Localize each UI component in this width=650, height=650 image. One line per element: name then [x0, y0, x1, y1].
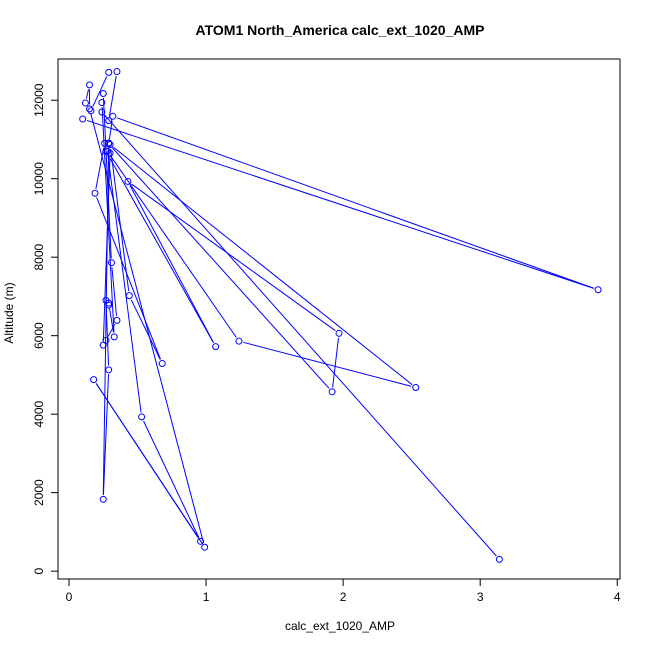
data-point-marker [212, 343, 220, 351]
data-point-marker [328, 388, 336, 396]
series-segment [110, 148, 130, 292]
data-point-marker [335, 329, 343, 337]
series-segment [107, 154, 214, 343]
data-point-marker [113, 68, 121, 76]
x-tick-label: 2 [340, 590, 347, 604]
data-point-marker [495, 555, 503, 563]
data-point-marker [109, 112, 117, 120]
data-point-marker [86, 105, 94, 113]
data-point-marker [201, 543, 209, 551]
y-tick-label: 6000 [32, 322, 46, 349]
y-tick-label: 10000 [32, 162, 46, 196]
data-point-marker [105, 117, 113, 125]
plot-area-frame [57, 58, 621, 580]
data-point-marker [125, 292, 133, 300]
data-point-marker [86, 81, 94, 89]
series-segment [108, 307, 114, 333]
series-segment [96, 197, 161, 360]
y-tick-label: 2000 [32, 479, 46, 506]
series-segment [86, 119, 594, 289]
data-point-marker [99, 495, 107, 503]
data-point-marker [110, 333, 118, 341]
x-axis: 0 1 2 3 4 [66, 578, 621, 604]
series-segment [111, 267, 118, 316]
data-point-marker [90, 376, 98, 384]
series-segment [113, 146, 413, 386]
data-point-marker [594, 286, 602, 294]
series-segment [102, 147, 110, 495]
data-point-marker [87, 107, 95, 115]
series-segment [131, 183, 336, 332]
data-point-marker [98, 108, 106, 116]
y-axis-label: Altitude (m) [2, 282, 16, 343]
x-tick-label: 1 [203, 590, 210, 604]
y-axis: 0 2000 4000 6000 8000 10000 12000 [32, 83, 59, 574]
series-segment [109, 154, 237, 338]
data-point-marker [99, 90, 107, 98]
series-segment [111, 146, 330, 389]
y-tick-label: 4000 [32, 400, 46, 427]
data-point-marker [81, 99, 89, 107]
data-point-marker [138, 413, 146, 421]
data-point-marker [105, 68, 113, 76]
y-tick-label: 12000 [32, 83, 46, 117]
data-point-marker [235, 337, 243, 345]
series-markers [79, 68, 602, 563]
data-point-marker [412, 383, 420, 391]
series-segment [95, 383, 203, 544]
chart-title: ATOM1 North_America calc_ext_1020_AMP [196, 22, 485, 38]
y-tick-label: 8000 [32, 244, 46, 271]
series-segment [116, 117, 594, 289]
y-tick-label: 0 [32, 567, 46, 574]
data-point-marker [105, 366, 113, 374]
series-segment [129, 185, 214, 343]
series-segment [108, 75, 117, 117]
data-point-marker [158, 360, 166, 368]
series-segment [332, 337, 339, 388]
data-point-marker [102, 296, 110, 304]
data-point-marker [106, 141, 114, 149]
data-point-marker [197, 537, 205, 545]
series-segment [95, 147, 105, 189]
data-point-marker [102, 336, 110, 344]
series-segment [107, 155, 142, 413]
series-segment [243, 341, 412, 387]
x-tick-label: 0 [66, 590, 73, 604]
data-point-marker [98, 99, 106, 107]
x-axis-label: calc_ext_1020_AMP [285, 619, 395, 633]
data-point-marker [107, 259, 115, 267]
x-tick-label: 4 [614, 590, 621, 604]
series-segment [130, 299, 161, 360]
data-point-marker [113, 316, 121, 324]
series-segment [102, 374, 110, 495]
data-point-marker [91, 189, 99, 197]
series-segment [90, 113, 205, 543]
data-point-marker [105, 139, 113, 147]
series-segment [104, 115, 497, 557]
series-segment [92, 76, 108, 107]
data-point-marker [79, 115, 87, 123]
series-segment [108, 120, 113, 140]
data-point-marker [103, 147, 111, 155]
x-tick-label: 3 [477, 590, 484, 604]
series-lines [85, 75, 594, 557]
series-segment [143, 420, 200, 538]
series-segment [85, 89, 90, 99]
data-point-marker [124, 177, 132, 185]
